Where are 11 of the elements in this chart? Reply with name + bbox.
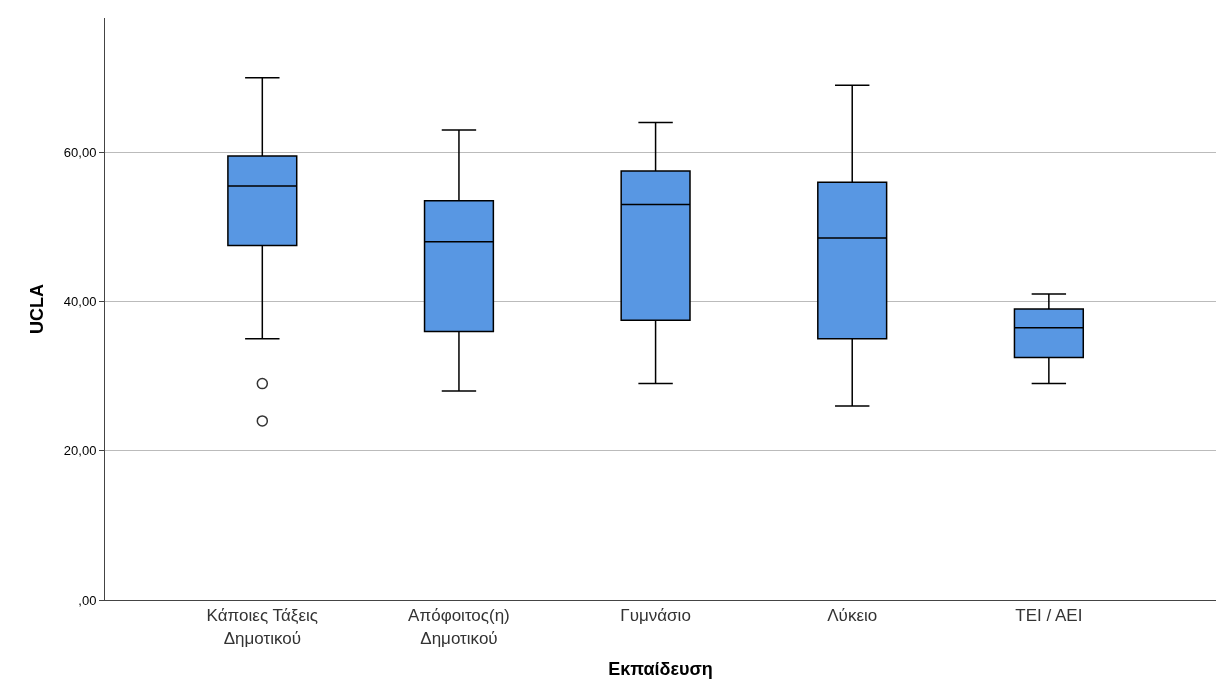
x-tick-label: Γυμνάσιο: [620, 606, 691, 626]
y-tick-label: 40,00: [63, 294, 97, 310]
y-axis-title: UCLA: [27, 284, 48, 334]
x-tick-label: Λύκειο: [827, 606, 878, 626]
x-tick-label: Κάποιες Τάξεις Δημοτικού: [206, 606, 318, 648]
y-tick-label: 60,00: [63, 144, 97, 160]
x-tick-label: ΤΕΙ / ΑΕΙ: [1015, 606, 1083, 626]
y-tick-label: 20,00: [63, 443, 97, 459]
x-axis-title: Εκπαίδευση: [608, 658, 713, 679]
y-tick-label: ,00: [78, 592, 97, 608]
x-tick-label: Απόφοιτος(η) Δημοτικού: [408, 606, 510, 648]
